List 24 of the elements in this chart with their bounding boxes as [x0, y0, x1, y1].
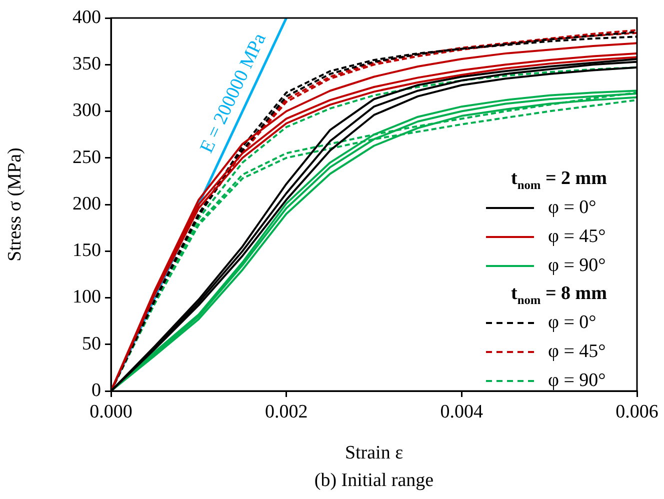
x-tick-label: 0.000 — [90, 401, 132, 422]
legend-label: φ = 0° — [548, 312, 596, 334]
y-tick-label: 0 — [92, 380, 101, 401]
y-tick-label: 400 — [72, 6, 101, 28]
y-tick-label: 350 — [72, 54, 101, 75]
y-axis-title: Stress σ (MPa) — [4, 148, 26, 262]
x-tick-label: 0.006 — [616, 401, 658, 422]
annotation: t$_{nom}$ = 8 mm — [510, 282, 608, 308]
legend-label: φ = 45° — [548, 226, 606, 248]
y-tick-label: 100 — [72, 286, 101, 308]
x-axis-title: Strain ε — [344, 442, 404, 464]
y-tick-label: 50 — [82, 333, 101, 354]
legend-label: φ = 90° — [548, 370, 606, 392]
y-tick-label: 200 — [72, 193, 101, 214]
text: (b) Initial range — [313, 470, 435, 492]
x-tick-label: 0.002 — [264, 401, 308, 422]
legend-label: φ = 90° — [548, 254, 606, 276]
legend-label: φ = 45° — [548, 340, 606, 362]
y-tick-label: 250 — [72, 146, 101, 168]
y-tick-label: 150 — [72, 240, 101, 262]
legend-label: φ = 0° — [548, 196, 596, 218]
y-tick-label: 300 — [72, 100, 101, 122]
x-tick-label: 0.004 — [440, 401, 484, 422]
legend-title: t$_{nom}$ = 2 mm — [510, 167, 608, 193]
